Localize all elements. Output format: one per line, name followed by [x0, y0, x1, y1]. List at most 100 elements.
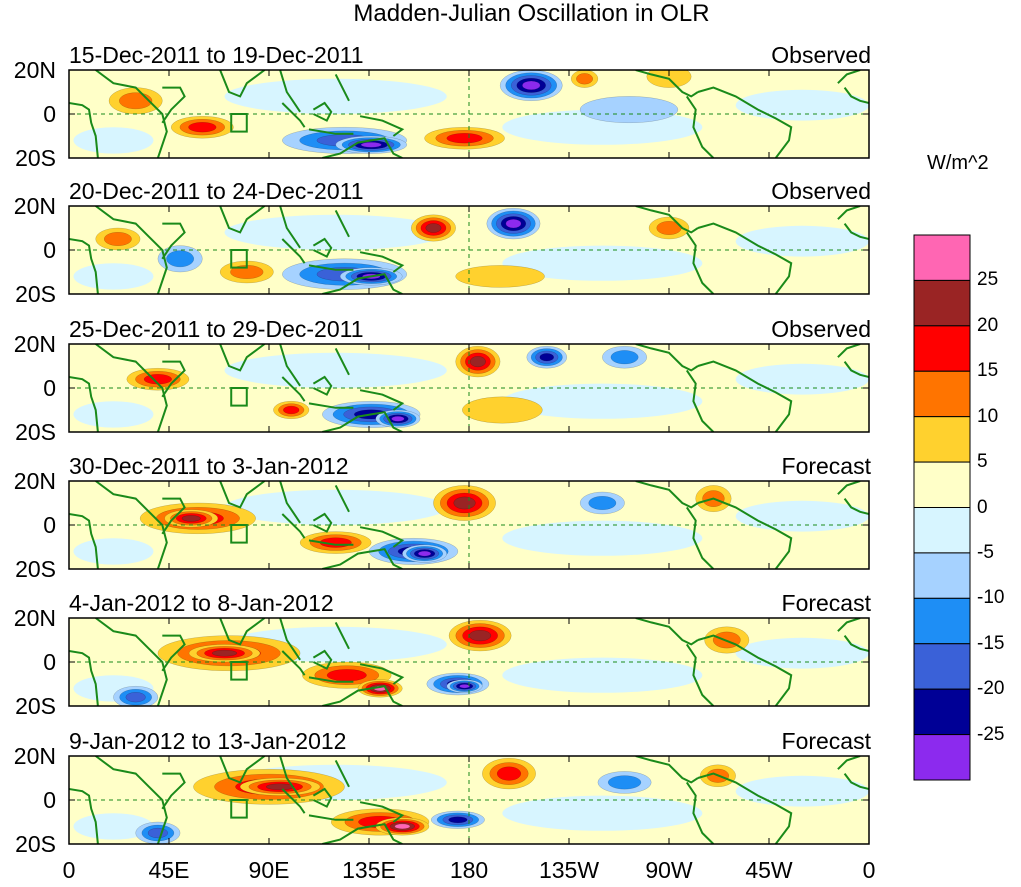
- panel-kind: Forecast: [781, 453, 871, 479]
- anomaly-contour-7: [459, 684, 470, 689]
- lat-tick-label: 20S: [15, 419, 56, 445]
- coastline: [635, 481, 699, 509]
- colorbar-label: 0: [977, 496, 988, 518]
- anomaly-contour-7: [610, 350, 639, 365]
- lat-tick-label: 0: [43, 649, 56, 675]
- anomaly-contour-3: [265, 783, 295, 791]
- anomaly-contour-4: [326, 669, 367, 682]
- colorbar-label: 15: [977, 360, 999, 382]
- panel-kind: Observed: [771, 316, 871, 342]
- colorbar-label: 25: [977, 269, 999, 291]
- lat-tick-label: 20N: [13, 57, 56, 83]
- anomaly-contour-8: [462, 396, 543, 424]
- colorbar-swatch: [913, 507, 971, 554]
- coastline: [219, 206, 266, 234]
- coastline: [837, 344, 861, 358]
- panel-date-range: 15-Dec-2011 to 19-Dec-2011: [69, 42, 364, 68]
- coastline: [69, 788, 99, 844]
- colorbar-swatch: [913, 597, 971, 645]
- anomaly-contour-1: [453, 496, 476, 510]
- coastline: [837, 206, 861, 220]
- coastline: [279, 344, 301, 387]
- colorbar-swatch: [913, 325, 971, 372]
- coastline: [95, 481, 168, 569]
- anomaly-wash: [502, 520, 703, 556]
- coastline: [95, 756, 168, 844]
- anomaly-wash: [502, 795, 703, 831]
- panel-date-range: 30-Dec-2011 to 3-Jan-2012: [69, 453, 349, 479]
- coastline: [685, 781, 715, 844]
- lat-tick-label: 20S: [15, 831, 56, 857]
- coastline: [312, 101, 333, 122]
- coastline: [95, 206, 168, 294]
- anomaly-contour-8: [588, 495, 617, 511]
- coastline: [308, 676, 354, 683]
- coastline: [281, 650, 306, 676]
- anomaly-contour-2: [425, 223, 442, 233]
- anomaly-wash: [502, 657, 703, 693]
- coastline: [279, 481, 301, 524]
- coastline: [312, 649, 333, 670]
- colorbar-label: -25: [977, 723, 1005, 745]
- lon-tick-label: 90E: [248, 857, 290, 883]
- coastline: [334, 347, 350, 376]
- anomaly-wash: [735, 89, 869, 121]
- anomaly-contour-4: [391, 416, 405, 422]
- coastline: [334, 73, 350, 102]
- colorbar-label: -10: [977, 587, 1005, 609]
- coastline: [322, 548, 403, 569]
- anomaly-wash: [735, 500, 869, 532]
- anomaly-contour-8: [455, 265, 545, 288]
- coastline: [837, 756, 861, 770]
- anomaly-contour-9: [607, 775, 642, 790]
- anomaly-contour-7: [147, 827, 169, 839]
- colorbar-label: -20: [977, 678, 1005, 700]
- coastline: [635, 618, 699, 646]
- anomaly-contour-3: [188, 122, 217, 133]
- coastline: [219, 344, 266, 372]
- panel-date-range: 4-Jan-2012 to 8-Jan-2012: [69, 590, 334, 616]
- anomaly-contour-7: [166, 250, 195, 268]
- colorbar-label: 5: [977, 451, 988, 473]
- anomaly-wash: [502, 245, 703, 281]
- anomaly-contour-7: [576, 73, 594, 85]
- coastline: [685, 231, 715, 294]
- coastline: [359, 663, 405, 685]
- anomaly-wash: [735, 225, 869, 257]
- anomaly-contour-1: [469, 355, 486, 368]
- lon-tick-label: 45W: [745, 857, 793, 883]
- anomaly-wash: [224, 489, 447, 525]
- anomaly-wash: [502, 383, 703, 419]
- coastline: [281, 102, 306, 128]
- coastline: [843, 498, 869, 515]
- coastline: [837, 481, 861, 495]
- panel-5: [69, 618, 869, 706]
- coastline: [69, 238, 99, 294]
- lon-tick-label: 45E: [148, 857, 190, 883]
- coastline: [635, 344, 699, 372]
- panel-date-range: 25-Dec-2011 to 29-Dec-2011: [69, 316, 364, 342]
- anomaly-contour-10: [579, 96, 679, 124]
- coastline: [219, 618, 266, 646]
- coastline: [359, 389, 405, 411]
- coastline: [843, 635, 869, 652]
- coastline: [95, 344, 168, 432]
- coastline: [837, 70, 861, 84]
- anomaly-contour-6: [119, 92, 153, 110]
- coastline: [334, 209, 350, 238]
- coastline: [281, 513, 306, 539]
- anomaly-contour-2: [446, 133, 483, 144]
- coastline: [69, 102, 99, 158]
- anomaly-contour-5: [394, 823, 411, 830]
- coastline: [312, 375, 333, 396]
- lat-tick-label: 20S: [15, 281, 56, 307]
- colorbar-swatch: [913, 370, 971, 418]
- coastline: [322, 137, 403, 158]
- colorbar-swatch: [913, 234, 971, 281]
- coastline: [312, 512, 333, 533]
- coastline: [843, 87, 869, 104]
- coastline: [359, 251, 405, 273]
- anomaly-wash: [73, 127, 154, 154]
- coastline: [69, 650, 99, 706]
